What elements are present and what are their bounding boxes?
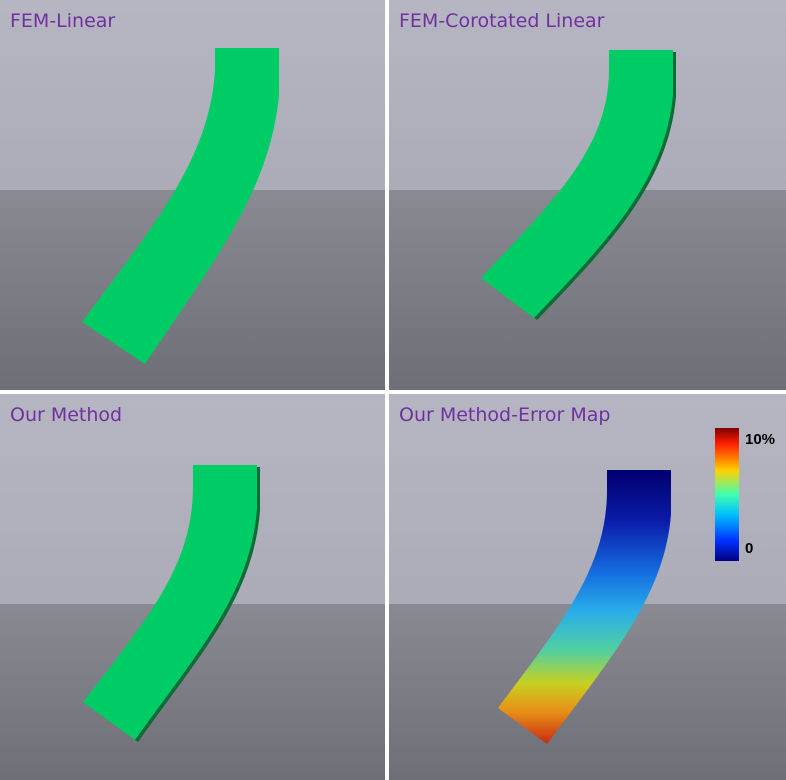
panel-title: Our Method-Error Map [399, 404, 611, 426]
scene-error-map [389, 394, 786, 780]
deformed-beam [481, 50, 673, 318]
deformed-beam [83, 465, 257, 740]
panel-title: FEM-Corotated Linear [399, 10, 605, 32]
panel-our-method: Our Method [0, 394, 385, 780]
panel-error-map: Our Method-Error Map 10% 0 [389, 394, 786, 780]
error-map-beam [498, 470, 671, 744]
deformed-beam [82, 48, 279, 364]
panel-title: FEM-Linear [10, 10, 116, 32]
panel-title: Our Method [10, 404, 123, 426]
scene-fem-corotated [389, 0, 786, 390]
scene-our-method [0, 394, 385, 780]
colorbar-min-label: 0 [745, 540, 754, 557]
panel-fem-linear: FEM-Linear [0, 0, 385, 390]
colorbar-max-label: 10% [745, 431, 776, 448]
scene-fem-linear [0, 0, 385, 390]
panel-fem-corotated: FEM-Corotated Linear [389, 0, 786, 390]
error-colorbar [715, 428, 739, 561]
